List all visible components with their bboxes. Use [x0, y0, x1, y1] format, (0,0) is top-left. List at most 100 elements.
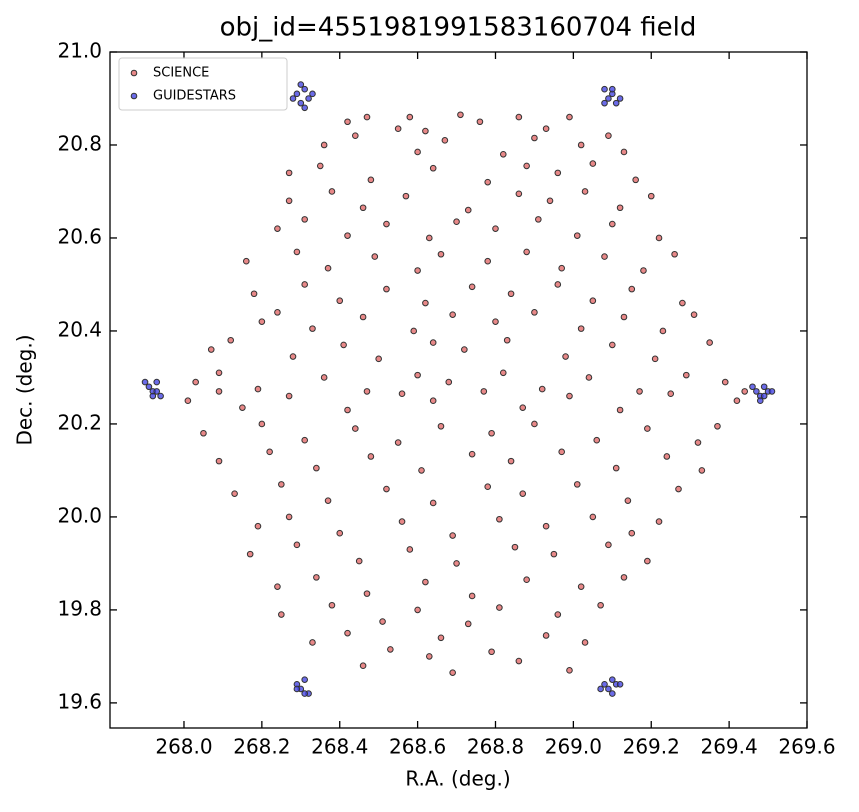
point — [671, 250, 678, 258]
point — [301, 690, 308, 697]
point — [644, 557, 651, 565]
point — [437, 422, 445, 430]
point — [153, 388, 161, 395]
point — [429, 339, 437, 346]
point — [278, 481, 285, 488]
point — [278, 611, 285, 618]
point — [562, 353, 569, 360]
point — [464, 206, 472, 214]
point — [636, 388, 643, 395]
point — [293, 541, 301, 549]
point — [589, 513, 597, 521]
legend-box — [118, 57, 288, 111]
point — [359, 313, 367, 321]
point — [721, 378, 729, 386]
point — [285, 392, 293, 400]
point — [593, 436, 601, 444]
point — [620, 313, 628, 321]
point — [484, 178, 492, 186]
point — [215, 457, 223, 465]
y-tick-label: 21.0 — [57, 39, 102, 63]
point — [285, 169, 293, 177]
point — [449, 669, 456, 676]
x-tick-label: 268.0 — [155, 735, 212, 759]
legend-label: SCIENCE — [153, 66, 209, 81]
point — [675, 485, 682, 493]
y-tick-label: 20.0 — [57, 503, 102, 527]
point — [418, 467, 425, 474]
point — [301, 85, 308, 93]
point — [297, 81, 305, 88]
point — [651, 355, 659, 363]
point — [359, 204, 367, 212]
point — [414, 148, 421, 156]
point — [577, 141, 585, 149]
point — [309, 90, 316, 98]
point — [402, 192, 410, 200]
point — [398, 518, 406, 525]
point — [425, 653, 433, 660]
point — [274, 225, 281, 232]
x-tick-label: 268.2 — [233, 735, 290, 759]
point — [250, 290, 258, 298]
point — [538, 385, 546, 393]
point — [192, 378, 199, 386]
point — [340, 341, 347, 349]
point — [344, 118, 351, 126]
point — [644, 425, 651, 432]
point — [768, 388, 776, 395]
point — [441, 137, 449, 144]
point — [620, 574, 628, 581]
point — [320, 374, 328, 381]
point — [760, 392, 768, 400]
point — [535, 216, 542, 223]
point — [554, 611, 562, 618]
point — [531, 134, 538, 142]
point — [515, 657, 523, 665]
point — [320, 141, 328, 149]
point — [414, 371, 421, 379]
point — [375, 355, 382, 363]
point — [558, 264, 565, 272]
point — [363, 388, 371, 395]
point — [309, 325, 316, 332]
point — [429, 164, 437, 172]
point — [468, 283, 476, 291]
point — [515, 113, 523, 121]
point — [749, 383, 756, 391]
point — [293, 90, 301, 98]
point — [227, 336, 235, 344]
point — [336, 529, 344, 537]
point — [612, 99, 620, 107]
point — [523, 162, 530, 170]
point — [589, 297, 597, 305]
point — [242, 257, 250, 265]
point — [383, 485, 390, 493]
point — [558, 448, 565, 456]
point — [581, 639, 589, 646]
point — [492, 318, 499, 325]
y-tick-label: 20.4 — [57, 317, 102, 341]
point — [492, 225, 499, 232]
point — [406, 546, 414, 553]
point — [449, 532, 456, 539]
point — [609, 676, 616, 683]
point — [468, 450, 476, 458]
point — [184, 397, 192, 404]
point — [293, 248, 301, 256]
point — [149, 392, 157, 400]
point — [293, 685, 301, 693]
point — [496, 515, 503, 523]
point — [324, 264, 332, 272]
point — [499, 150, 507, 158]
plot-frame — [109, 51, 808, 729]
point — [383, 285, 390, 293]
point — [756, 397, 764, 404]
point — [573, 232, 581, 239]
point — [324, 497, 332, 504]
point — [609, 85, 616, 93]
point — [313, 574, 320, 581]
point — [153, 378, 161, 386]
point — [301, 216, 308, 223]
